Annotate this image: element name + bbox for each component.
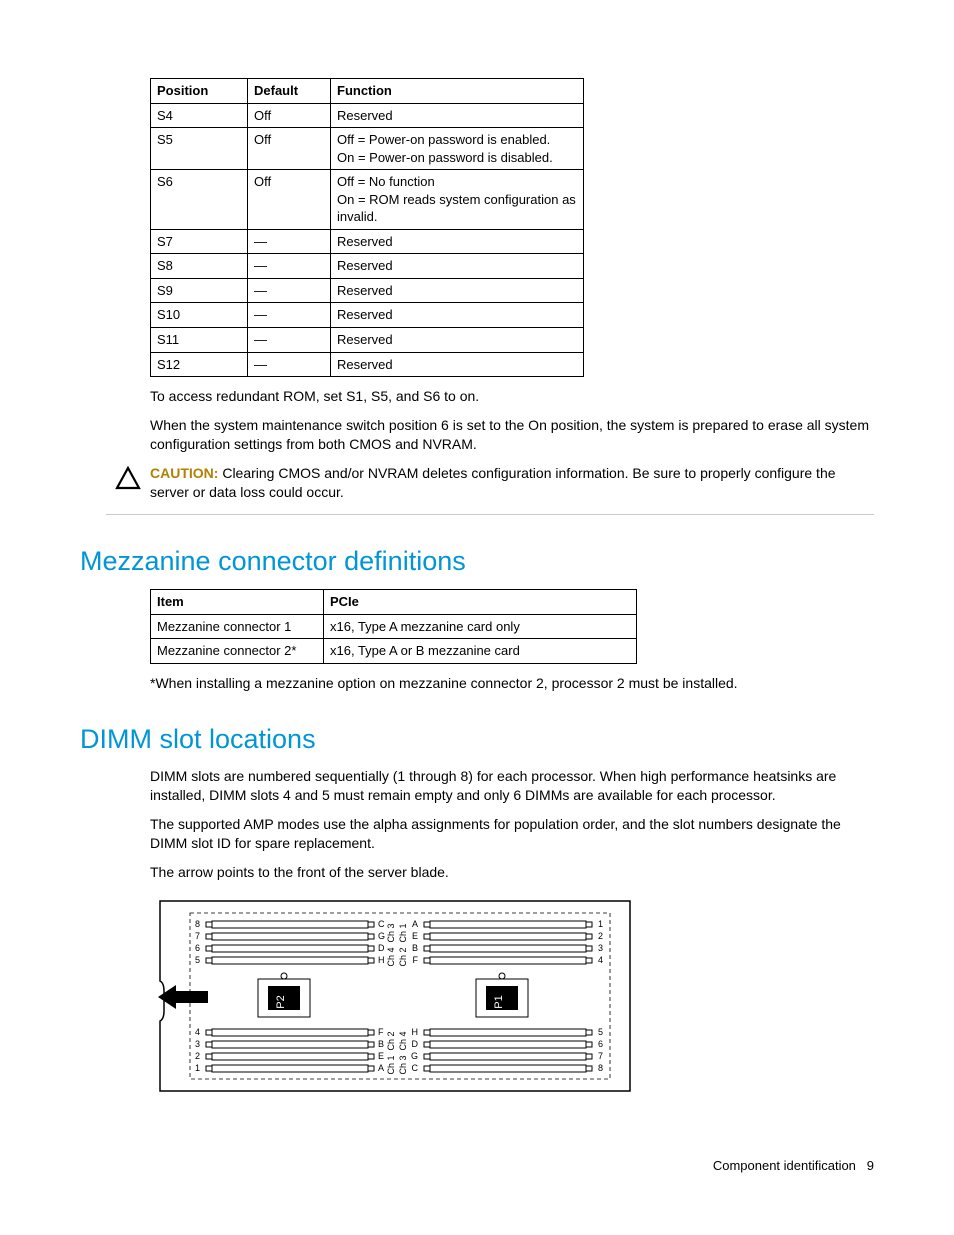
table-row: S4OffReserved: [151, 103, 584, 128]
svg-text:C: C: [412, 1063, 419, 1073]
svg-text:D: D: [412, 1039, 419, 1049]
footer-page-number: 9: [867, 1158, 874, 1173]
svg-text:7: 7: [195, 931, 200, 941]
svg-text:A: A: [412, 919, 418, 929]
mezzanine-table: Item PCIe Mezzanine connector 1x16, Type…: [150, 589, 637, 664]
paragraph-dimm1: DIMM slots are numbered sequentially (1 …: [150, 767, 874, 805]
svg-text:3: 3: [598, 943, 603, 953]
svg-text:6: 6: [598, 1039, 603, 1049]
table-row: S12—Reserved: [151, 352, 584, 377]
svg-text:7: 7: [598, 1051, 603, 1061]
svg-text:Ch 1: Ch 1: [386, 1056, 396, 1075]
svg-text:C: C: [378, 919, 385, 929]
paragraph-access-rom: To access redundant ROM, set S1, S5, and…: [150, 387, 874, 406]
svg-text:H: H: [412, 1027, 419, 1037]
table-row: S8—Reserved: [151, 254, 584, 279]
svg-text:G: G: [378, 931, 385, 941]
paragraph-mezz-note: *When installing a mezzanine option on m…: [150, 674, 874, 693]
caution-icon: [106, 464, 150, 490]
svg-text:P2: P2: [275, 996, 287, 1009]
svg-text:8: 8: [598, 1063, 603, 1073]
table-row: S11—Reserved: [151, 328, 584, 353]
svg-text:B: B: [378, 1039, 384, 1049]
svg-text:1: 1: [598, 919, 603, 929]
svg-text:6: 6: [195, 943, 200, 953]
caution-text: Clearing CMOS and/or NVRAM deletes confi…: [150, 465, 836, 500]
th-function: Function: [331, 79, 584, 104]
svg-text:E: E: [412, 931, 418, 941]
svg-text:Ch 2: Ch 2: [386, 1032, 396, 1051]
footer-section: Component identification: [713, 1158, 856, 1173]
svg-text:Ch 4: Ch 4: [398, 1032, 408, 1051]
svg-text:4: 4: [195, 1027, 200, 1037]
processor-p2: P2: [258, 973, 310, 1017]
page-footer: Component identification 9: [713, 1157, 874, 1175]
heading-mezzanine: Mezzanine connector definitions: [80, 543, 874, 579]
svg-text:E: E: [378, 1051, 384, 1061]
svg-text:5: 5: [195, 955, 200, 965]
dimm-diagram: P2 P1 8 7 6 5 C G D: [150, 891, 874, 1101]
table-row: S5OffOff = Power-on password is enabled.…: [151, 128, 584, 170]
svg-text:F: F: [378, 1027, 384, 1037]
heading-dimm: DIMM slot locations: [80, 721, 874, 757]
table-row: Mezzanine connector 2*x16, Type A or B m…: [151, 639, 637, 664]
svg-text:P1: P1: [493, 996, 505, 1009]
svg-text:Ch 3: Ch 3: [386, 924, 396, 943]
switch-table: Position Default Function S4OffReserved …: [150, 78, 584, 377]
table-row: S9—Reserved: [151, 278, 584, 303]
svg-text:F: F: [413, 955, 419, 965]
th-position: Position: [151, 79, 248, 104]
svg-text:Ch 4: Ch 4: [386, 948, 396, 967]
caution-label: CAUTION:: [150, 465, 218, 481]
svg-text:5: 5: [598, 1027, 603, 1037]
svg-text:Ch 1: Ch 1: [398, 924, 408, 943]
svg-text:Ch 3: Ch 3: [398, 1056, 408, 1075]
table-row: S6OffOff = No function On = ROM reads sy…: [151, 170, 584, 230]
caution-block: CAUTION: Clearing CMOS and/or NVRAM dele…: [106, 464, 874, 515]
svg-text:D: D: [378, 943, 385, 953]
svg-text:H: H: [378, 955, 385, 965]
svg-text:A: A: [378, 1063, 384, 1073]
svg-text:3: 3: [195, 1039, 200, 1049]
th-pcie: PCIe: [324, 590, 637, 615]
svg-text:B: B: [412, 943, 418, 953]
table-row: S7—Reserved: [151, 229, 584, 254]
svg-text:G: G: [411, 1051, 418, 1061]
paragraph-switch6: When the system maintenance switch posit…: [150, 416, 874, 454]
svg-text:8: 8: [195, 919, 200, 929]
front-arrow-icon: [158, 985, 208, 1009]
processor-p1: P1: [476, 973, 528, 1017]
paragraph-dimm2: The supported AMP modes use the alpha as…: [150, 815, 874, 853]
svg-text:Ch 2: Ch 2: [398, 948, 408, 967]
table-row: S10—Reserved: [151, 303, 584, 328]
svg-text:4: 4: [598, 955, 603, 965]
svg-text:1: 1: [195, 1063, 200, 1073]
paragraph-dimm3: The arrow points to the front of the ser…: [150, 863, 874, 882]
table-row: Mezzanine connector 1x16, Type A mezzani…: [151, 614, 637, 639]
svg-text:2: 2: [598, 931, 603, 941]
th-item: Item: [151, 590, 324, 615]
svg-text:2: 2: [195, 1051, 200, 1061]
th-default: Default: [248, 79, 331, 104]
